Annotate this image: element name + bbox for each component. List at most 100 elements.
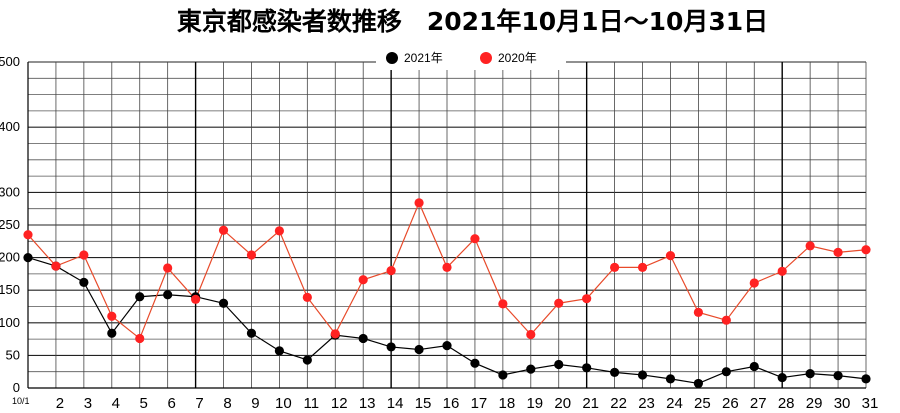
x-tick-label: 21 — [582, 395, 599, 412]
legend-marker — [386, 52, 398, 64]
data-point-2021年 — [805, 369, 815, 379]
data-point-2020年 — [191, 294, 201, 304]
data-point-2020年 — [274, 226, 284, 236]
data-point-2021年 — [554, 359, 564, 370]
y-tick-label: 150 — [0, 282, 20, 297]
x-tick-label: 14 — [387, 395, 404, 412]
data-point-2020年 — [246, 250, 257, 260]
data-point-2020年 — [218, 225, 229, 235]
data-point-2020年 — [79, 250, 89, 260]
x-tick-label: 31 — [862, 395, 879, 412]
x-tick-label: 6 — [167, 395, 175, 412]
x-tick-label: 17 — [471, 395, 488, 412]
y-tick-label: 300 — [0, 184, 20, 199]
data-point-2020年 — [358, 275, 368, 285]
data-point-2021年 — [414, 344, 424, 355]
x-tick-label: 2 — [56, 395, 64, 412]
data-point-2020年 — [582, 294, 592, 304]
data-point-2021年 — [302, 355, 312, 365]
data-point-2021年 — [107, 328, 117, 338]
data-point-2020年 — [302, 292, 312, 302]
data-point-2021年 — [693, 378, 704, 389]
data-point-2021年 — [135, 292, 145, 302]
data-point-2020年 — [777, 266, 787, 276]
data-point-2020年 — [330, 329, 340, 339]
data-point-2020年 — [526, 329, 536, 340]
data-point-2020年 — [833, 247, 843, 257]
data-point-2021年 — [721, 367, 731, 377]
x-tick-label: 10 — [275, 395, 292, 412]
x-tick-label: 10/1 — [12, 396, 30, 406]
data-point-2020年 — [693, 307, 704, 317]
y-tick-label: 0 — [13, 380, 20, 395]
data-point-2021年 — [358, 333, 368, 344]
data-point-2021年 — [665, 374, 676, 384]
data-point-2020年 — [665, 251, 676, 261]
data-point-2021年 — [833, 371, 843, 381]
data-point-2021年 — [218, 298, 229, 308]
data-point-2020年 — [386, 266, 396, 276]
series-points — [23, 198, 871, 389]
x-tick-label: 28 — [778, 395, 795, 412]
x-tick-label: 27 — [750, 395, 767, 412]
data-point-2020年 — [107, 311, 117, 321]
x-tick-label: 3 — [84, 395, 92, 412]
data-point-2020年 — [721, 315, 731, 325]
data-point-2021年 — [749, 361, 759, 372]
data-point-2020年 — [51, 261, 61, 271]
y-tick-label: 200 — [0, 250, 20, 265]
x-tick-label: 9 — [251, 395, 259, 412]
data-point-2020年 — [610, 262, 620, 272]
x-tick-label: 23 — [638, 395, 655, 412]
y-tick-label: 100 — [0, 315, 20, 330]
y-tick-label: 500 — [0, 54, 20, 69]
data-point-2020年 — [498, 299, 508, 309]
y-tick-label: 400 — [0, 119, 20, 134]
legend-label: 2021年 — [404, 51, 443, 65]
x-tick-label: 8 — [223, 395, 231, 412]
x-tick-label: 25 — [694, 395, 711, 412]
data-point-2020年 — [805, 241, 815, 251]
data-point-2021年 — [23, 253, 33, 263]
x-tick-label: 24 — [666, 395, 683, 412]
x-tick-label: 4 — [112, 395, 120, 412]
data-point-2020年 — [135, 333, 145, 344]
data-point-2020年 — [23, 230, 33, 240]
data-point-2020年 — [414, 198, 424, 208]
data-point-2020年 — [442, 262, 452, 272]
x-tick-label: 11 — [304, 395, 320, 412]
chart-title: 東京都感染者数推移 2021年10月1日～10月31日 — [176, 7, 769, 36]
data-point-2021年 — [163, 290, 173, 300]
data-point-2021年 — [79, 277, 89, 287]
x-tick-label: 26 — [722, 395, 739, 412]
x-tick-label: 12 — [331, 395, 348, 412]
y-axis-ticks: 0 50 100 150 200 250 300 400 500 — [0, 54, 20, 395]
legend-marker — [480, 52, 492, 64]
data-point-2020年 — [749, 278, 759, 288]
x-tick-label: 5 — [140, 395, 148, 412]
legend-box — [376, 48, 566, 70]
x-tick-label: 16 — [443, 395, 460, 412]
x-tick-label: 20 — [554, 395, 571, 412]
x-tick-label: 18 — [499, 395, 516, 412]
x-tick-label: 7 — [195, 395, 203, 412]
data-point-2020年 — [163, 263, 173, 273]
data-point-2021年 — [777, 372, 787, 383]
data-point-2020年 — [861, 245, 871, 255]
data-point-2021年 — [274, 346, 284, 356]
x-axis-ticks: 10/1 2 3 4 5 6 7 8 9 10 11 12 13 14 15 16 17 18 19 20 21 22 23… — [12, 395, 878, 412]
data-point-2021年 — [498, 370, 508, 380]
data-point-2020年 — [554, 298, 564, 308]
data-point-2021年 — [861, 374, 871, 384]
data-point-2021年 — [582, 363, 592, 373]
x-tick-label: 15 — [415, 395, 432, 412]
data-point-2021年 — [610, 367, 620, 377]
data-point-2021年 — [637, 370, 648, 380]
data-point-2021年 — [526, 364, 536, 374]
data-point-2021年 — [442, 341, 452, 351]
y-tick-label: 50 — [6, 347, 20, 362]
x-tick-label: 30 — [834, 395, 851, 412]
data-point-2020年 — [637, 262, 648, 272]
data-point-2021年 — [386, 342, 396, 352]
